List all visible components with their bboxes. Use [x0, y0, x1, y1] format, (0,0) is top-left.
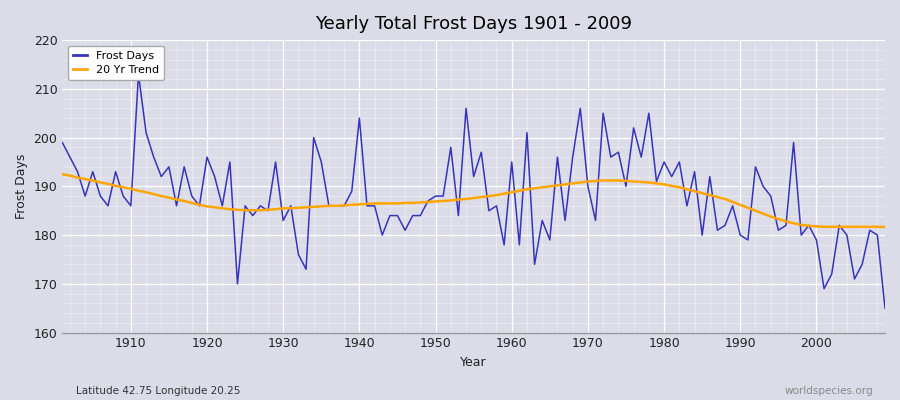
Frost Days	[118, 194, 129, 198]
Frost Days	[507, 160, 517, 164]
Frost Days	[514, 242, 525, 247]
Text: worldspecies.org: worldspecies.org	[785, 386, 873, 396]
20 Yr Trend	[499, 191, 509, 196]
20 Yr Trend	[118, 185, 129, 190]
20 Yr Trend	[507, 190, 517, 194]
20 Yr Trend	[819, 224, 830, 229]
20 Yr Trend	[598, 178, 608, 183]
Frost Days	[879, 306, 890, 311]
Line: 20 Yr Trend: 20 Yr Trend	[62, 174, 885, 227]
Frost Days	[338, 204, 349, 208]
Title: Yearly Total Frost Days 1901 - 2009: Yearly Total Frost Days 1901 - 2009	[315, 15, 632, 33]
Frost Days	[133, 72, 144, 77]
20 Yr Trend	[285, 206, 296, 211]
Line: Frost Days: Frost Days	[62, 74, 885, 308]
Y-axis label: Frost Days: Frost Days	[15, 154, 28, 219]
Text: Latitude 42.75 Longitude 20.25: Latitude 42.75 Longitude 20.25	[76, 386, 241, 396]
Frost Days	[57, 140, 68, 145]
Legend: Frost Days, 20 Yr Trend: Frost Days, 20 Yr Trend	[68, 46, 165, 80]
20 Yr Trend	[57, 172, 68, 176]
X-axis label: Year: Year	[460, 356, 487, 369]
20 Yr Trend	[879, 224, 890, 229]
Frost Days	[606, 155, 616, 160]
Frost Days	[293, 252, 304, 257]
20 Yr Trend	[331, 204, 342, 208]
